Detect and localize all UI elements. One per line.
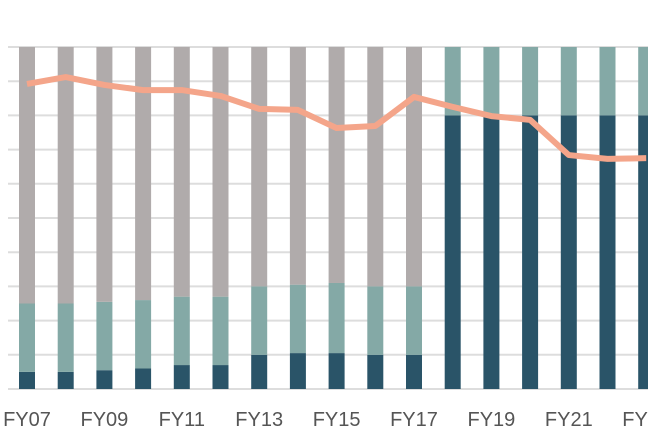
bar-segment: [289, 47, 306, 285]
bar-segment: [212, 296, 229, 366]
bar-segment: [522, 115, 539, 390]
bar-segment: [599, 47, 616, 116]
bar-segment: [57, 371, 74, 389]
bar-segment: [96, 370, 113, 389]
x-tick-label: FY21: [545, 409, 593, 431]
bar-segment: [483, 115, 500, 390]
bar-segment: [367, 47, 384, 287]
bar-segment: [173, 365, 190, 389]
bar-segment: [251, 286, 268, 355]
bar-segment: [444, 47, 461, 116]
bar-segment: [638, 47, 648, 116]
bar-segment: [638, 115, 648, 390]
bar-segment: [522, 47, 539, 116]
bar-segment: [135, 47, 152, 301]
x-tick-label: FY09: [80, 409, 128, 431]
bar-segment: [57, 47, 74, 304]
bar-segment: [173, 296, 190, 366]
x-tick-label: FY17: [390, 409, 438, 431]
x-tick-label: FY13: [235, 409, 283, 431]
bar-segment: [96, 47, 113, 302]
x-tick-label: FY23: [622, 409, 648, 431]
bar-segment: [328, 47, 345, 283]
bar-segment: [135, 300, 152, 369]
bar-segment: [406, 354, 422, 389]
bar-segment: [135, 368, 152, 389]
bar-segment: [444, 115, 461, 390]
bar-segment: [328, 353, 345, 389]
x-tick-label: FY19: [467, 409, 515, 431]
x-tick-label: FY07: [3, 409, 51, 431]
bar-segment: [599, 115, 616, 390]
bar-segment: [173, 47, 190, 297]
bar-segment: [19, 47, 35, 304]
bar-segment: [367, 286, 384, 355]
bar-segment: [212, 365, 229, 389]
bar-segment: [289, 353, 306, 389]
bar-segment: [406, 286, 422, 355]
bar-segment: [328, 282, 345, 354]
bar-segment: [212, 47, 229, 297]
line: [26, 74, 647, 162]
bar-segment: [19, 303, 35, 372]
x-tick-label: FY15: [313, 409, 361, 431]
bar-segment: [96, 301, 113, 371]
bar-segment: [560, 115, 577, 390]
bar-segment: [483, 47, 500, 116]
bar-segment: [251, 47, 268, 287]
bar-segment: [367, 354, 384, 389]
bar-segment: [251, 354, 268, 389]
bar-segment: [57, 303, 74, 372]
bar-segment: [19, 371, 35, 389]
bar-segment: [289, 284, 306, 354]
bar-segment: [560, 47, 577, 116]
x-tick-label: FY11: [159, 409, 205, 431]
bar-segment: [406, 47, 422, 287]
